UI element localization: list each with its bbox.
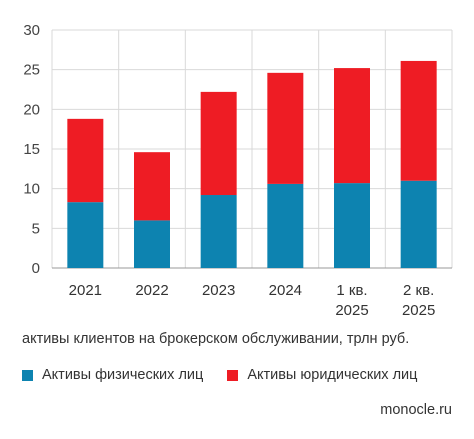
y-tick-label: 5	[32, 220, 40, 237]
source-label: monocle.ru	[380, 402, 452, 418]
y-tick-label: 15	[23, 141, 40, 158]
y-tick-label: 0	[32, 260, 40, 277]
legend-swatch-individuals	[22, 369, 33, 381]
bar-segment-individuals	[134, 220, 170, 268]
x-tick-label: 2022	[135, 282, 168, 299]
x-tick-label: 2024	[269, 282, 302, 299]
bar-segment-legal-entities	[400, 60, 437, 181]
y-axis-ticks: 0 5 10 15 20 25 30	[23, 22, 40, 277]
y-tick-label: 25	[23, 62, 40, 79]
x-tick-label: 1 кв.	[336, 282, 367, 299]
y-tick-label: 10	[23, 181, 40, 198]
x-axis-ticks: 2021 2022 2023 2024 1 кв. 2025 2 кв. 2025	[69, 282, 436, 319]
bar-segment-legal-entities	[200, 91, 237, 196]
x-tick-label: 2 кв.	[403, 282, 434, 299]
legend-swatch-legal-entities	[227, 369, 239, 381]
bar-segment-individuals	[67, 202, 104, 268]
bar-segment-legal-entities	[267, 72, 304, 184]
chart-caption: активы клиентов на брокерском обслуживан…	[22, 331, 410, 347]
x-tick-label: 2025	[402, 302, 435, 319]
bar-segment-individuals	[200, 195, 237, 268]
bar-segment-individuals	[267, 183, 304, 268]
legend: Активы физических лиц Активы юридических…	[22, 367, 441, 383]
bars	[67, 60, 437, 268]
bar-segment-individuals	[334, 183, 370, 268]
legend-item-individuals: Активы физических лиц	[22, 367, 203, 383]
y-tick-label: 20	[23, 101, 40, 118]
x-tick-label: 2025	[335, 302, 368, 319]
bar-segment-legal-entities	[67, 118, 104, 203]
legend-label-legal-entities: Активы юридических лиц	[247, 367, 418, 383]
x-tick-label: 2023	[202, 282, 235, 299]
x-tick-label: 2021	[69, 282, 102, 299]
legend-item-legal-entities: Активы юридических лиц	[227, 367, 417, 383]
gridlines	[51, 29, 453, 269]
bar-segment-individuals	[400, 180, 437, 268]
bar-segment-legal-entities	[334, 68, 370, 184]
bar-segment-legal-entities	[134, 152, 170, 221]
y-tick-label: 30	[23, 22, 40, 39]
legend-label-individuals: Активы физических лиц	[42, 367, 204, 383]
